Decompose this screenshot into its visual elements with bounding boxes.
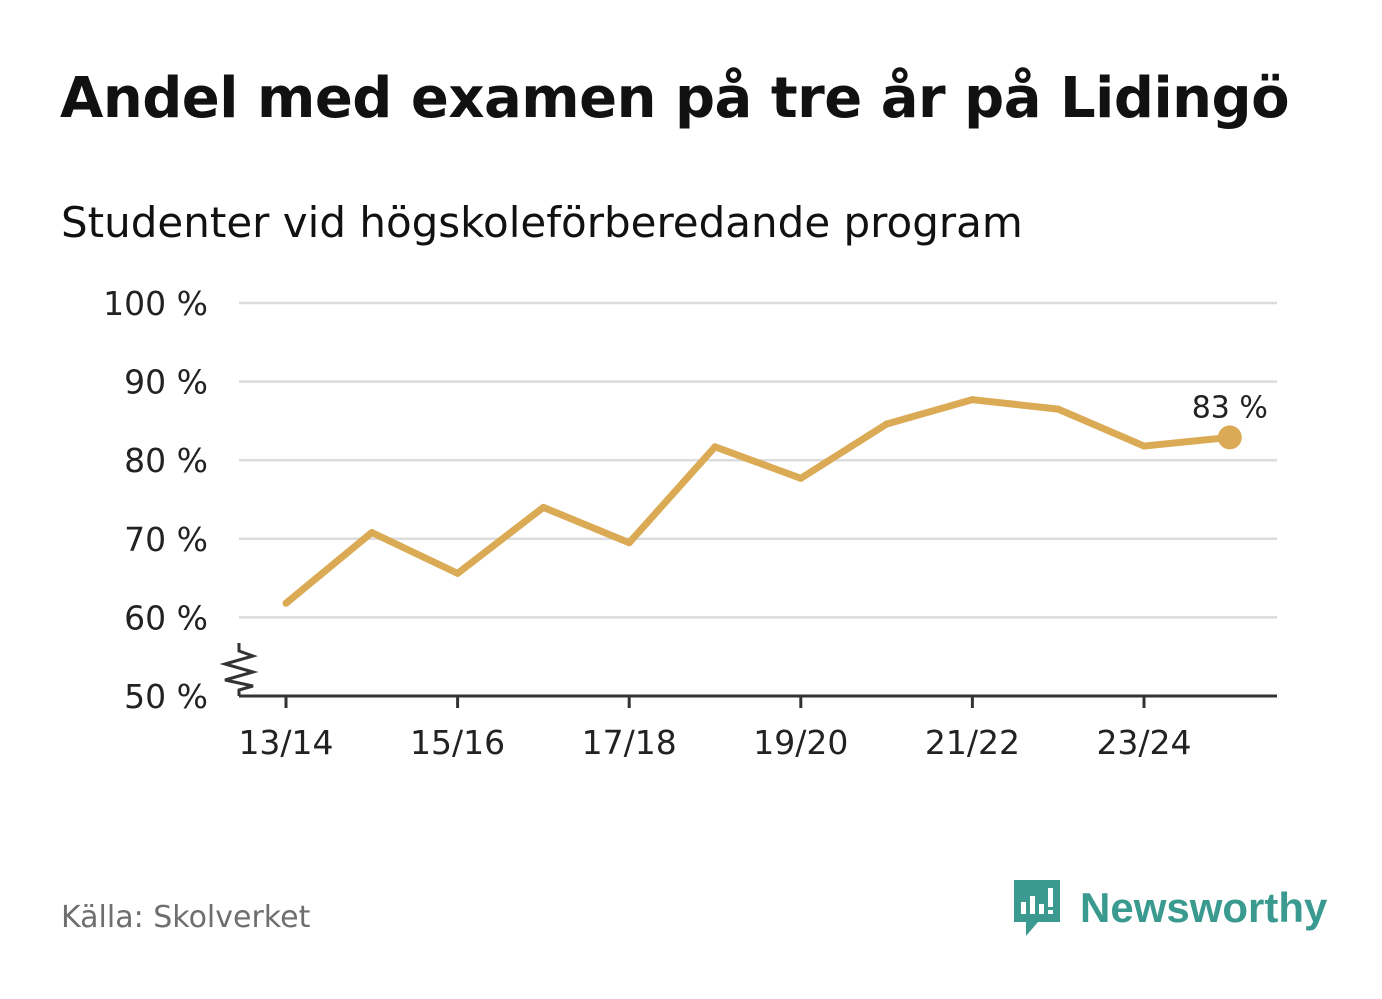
- data-point: [883, 420, 891, 428]
- source-note: Källa: Skolverket: [61, 900, 311, 935]
- data-point: [454, 569, 462, 577]
- data-point: [368, 529, 376, 537]
- data-point: [968, 396, 976, 404]
- chart-subtitle: Studenter vid högskoleförberedande progr…: [61, 198, 1023, 247]
- x-tick-label: 15/16: [410, 723, 505, 762]
- brand: Newsworthy: [1012, 878, 1327, 938]
- end-value-label: 83 %: [1192, 390, 1268, 425]
- series-layer: 83 %: [282, 390, 1268, 607]
- x-tick-label: 23/24: [1096, 723, 1191, 762]
- data-point: [711, 443, 719, 451]
- y-tick-label: 60 %: [124, 598, 208, 637]
- data-point: [625, 539, 633, 547]
- y-tick-label: 70 %: [124, 520, 208, 559]
- y-tick-label: 80 %: [124, 441, 208, 480]
- data-point: [282, 599, 290, 607]
- x-tick-label: 17/18: [582, 723, 677, 762]
- y-tick-label: 90 %: [124, 363, 208, 402]
- newsworthy-logo-icon: [1014, 880, 1060, 936]
- x-axis: 13/14 15/16 17/18 19/20 21/22 23/24: [219, 643, 1277, 762]
- y-axis-labels: 50 % 60 % 70 % 80 % 90 % 100 %: [103, 284, 208, 716]
- x-tick-label: 13/14: [238, 723, 333, 762]
- x-tick-label: 21/22: [925, 723, 1020, 762]
- chart-title: Andel med examen på tre år på Lidingö: [60, 66, 1290, 131]
- series-line: [283, 396, 1231, 606]
- data-point: [1054, 405, 1062, 413]
- data-point: [797, 474, 805, 482]
- data-point: [539, 503, 547, 511]
- data-point: [1140, 442, 1148, 450]
- y-tick-label: 50 %: [124, 677, 208, 716]
- brand-name: Newsworthy: [1080, 884, 1328, 931]
- y-tick-label: 100 %: [103, 284, 208, 323]
- x-tick-label: 19/20: [753, 723, 848, 762]
- axis-break-zigzag: [219, 643, 259, 696]
- end-point-marker: [1217, 425, 1242, 450]
